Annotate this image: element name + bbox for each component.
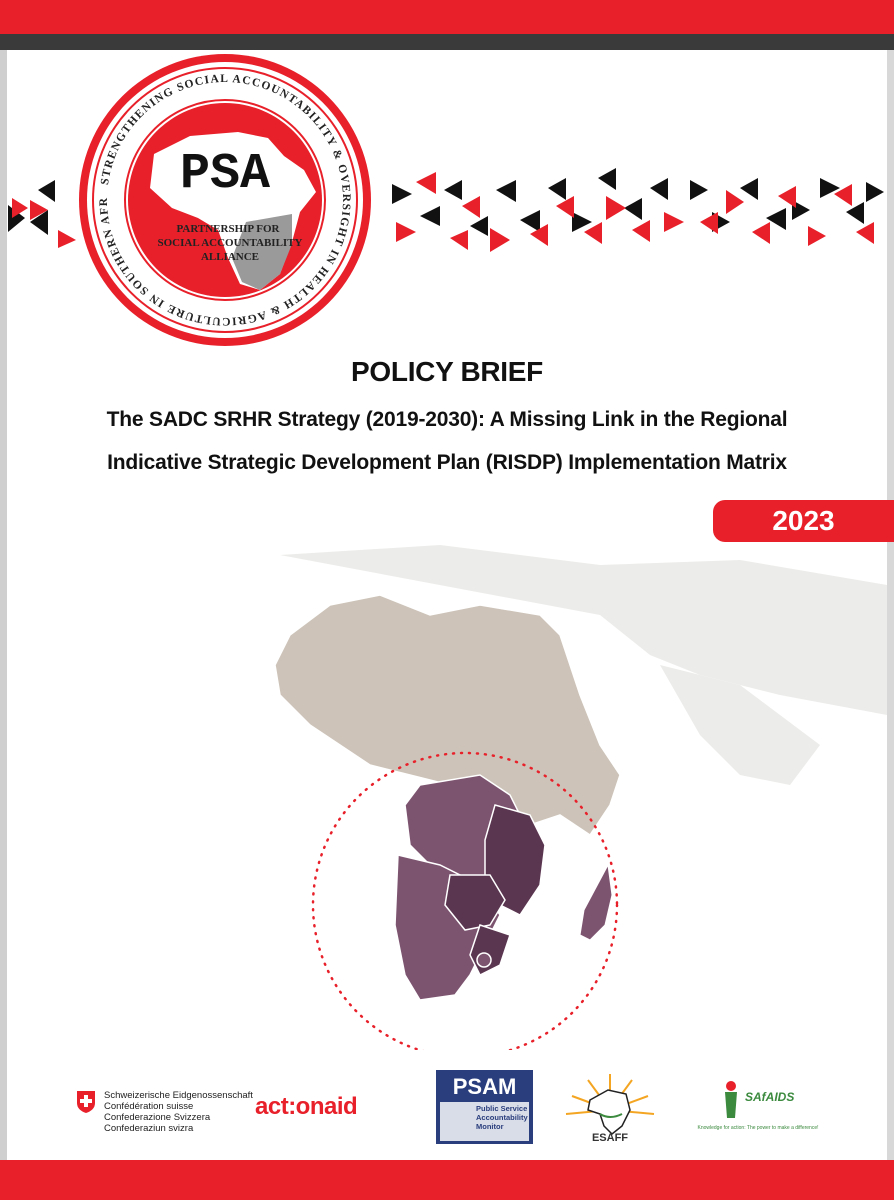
top-red-band: [0, 0, 894, 34]
psa-logo: STRENGTHENING SOCIAL ACCOUNTABILITY & OV…: [65, 43, 380, 348]
psam-line-3: Monitor: [476, 1122, 504, 1131]
esaff-logo: ESAFF: [560, 1070, 660, 1148]
swiss-line-2: Confédération suisse: [104, 1101, 194, 1112]
swiss-line-1: Schweizerische Eidgenossenschaft: [104, 1090, 253, 1101]
safaids-figure-icon: [725, 1081, 737, 1118]
psam-line-1: Public Service: [476, 1104, 528, 1113]
subtitle-line-2: Indicative Strategic Development Plan (R…: [107, 451, 787, 474]
psam-line-2: Accountability: [476, 1113, 528, 1122]
document-type: POLICY BRIEF: [351, 356, 543, 387]
esaff-label: ESAFF: [591, 1132, 629, 1144]
psam-abbr: PSAM: [452, 1074, 517, 1099]
safaids-name: SAfAIDS: [745, 1090, 795, 1104]
africa-map: [274, 545, 887, 1050]
swiss-shield-icon: [77, 1091, 95, 1113]
top-dark-band: [0, 34, 894, 50]
logo-line3: ALLIANCE: [201, 251, 259, 263]
triangle-pattern: [8, 168, 884, 252]
safaids-logo: SAfAIDS Knowledge for action: The power …: [693, 1078, 823, 1138]
bottom-red-band: [0, 1160, 894, 1200]
safaids-tagline: Knowledge for action: The power to make …: [697, 1125, 819, 1131]
logo-line2: SOCIAL ACCOUNTABILITY: [158, 237, 303, 249]
psam-logo: PSAM Public Service Accountability Monit…: [436, 1070, 533, 1144]
swiss-line-3: Confederazione Svizzera: [104, 1112, 211, 1123]
right-page-edge: [887, 50, 894, 1160]
logo-abbr: PSA: [180, 146, 270, 203]
subtitle-line-1: The SADC SRHR Strategy (2019-2030): A Mi…: [106, 408, 788, 431]
actionaid-logo: act:onaid: [255, 1093, 358, 1120]
left-page-edge: [0, 50, 7, 1160]
logo-line1: PARTNERSHIP FOR: [176, 223, 280, 235]
swiss-confederation-logo: Schweizerische Eidgenossenschaft Confédé…: [76, 1090, 253, 1134]
swiss-line-4: Confederaziun svizra: [104, 1123, 194, 1134]
year-badge: 2023: [713, 500, 894, 542]
